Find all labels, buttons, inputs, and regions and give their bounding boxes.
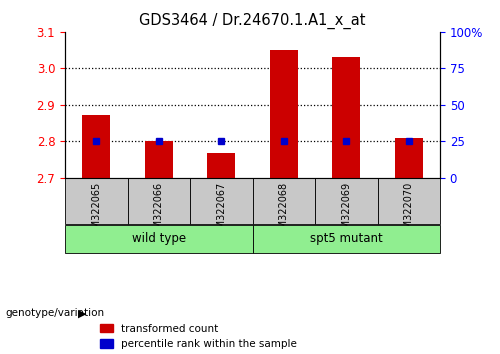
Bar — [332, 57, 360, 178]
Bar — [252, 225, 440, 253]
Text: genotype/variation: genotype/variation — [5, 308, 104, 318]
Bar — [65, 178, 128, 224]
Bar — [378, 178, 440, 224]
Bar — [394, 138, 423, 178]
Text: GSM322069: GSM322069 — [341, 182, 351, 241]
Text: wild type: wild type — [132, 232, 186, 245]
Text: ▶: ▶ — [78, 308, 86, 318]
Title: GDS3464 / Dr.24670.1.A1_x_at: GDS3464 / Dr.24670.1.A1_x_at — [139, 13, 366, 29]
Text: GSM322067: GSM322067 — [216, 182, 226, 241]
Text: GSM322065: GSM322065 — [91, 182, 101, 241]
Bar — [207, 153, 236, 178]
Bar — [144, 141, 173, 178]
Bar — [190, 178, 252, 224]
Legend: transformed count, percentile rank within the sample: transformed count, percentile rank withi… — [100, 324, 297, 349]
Bar — [315, 178, 378, 224]
Bar — [82, 115, 110, 178]
Text: GSM322066: GSM322066 — [154, 182, 164, 241]
Bar — [252, 178, 315, 224]
Bar — [128, 178, 190, 224]
Bar — [270, 50, 298, 178]
Text: spt5 mutant: spt5 mutant — [310, 232, 382, 245]
Text: GSM322070: GSM322070 — [404, 182, 414, 241]
Text: GSM322068: GSM322068 — [279, 182, 289, 241]
Bar — [65, 225, 252, 253]
